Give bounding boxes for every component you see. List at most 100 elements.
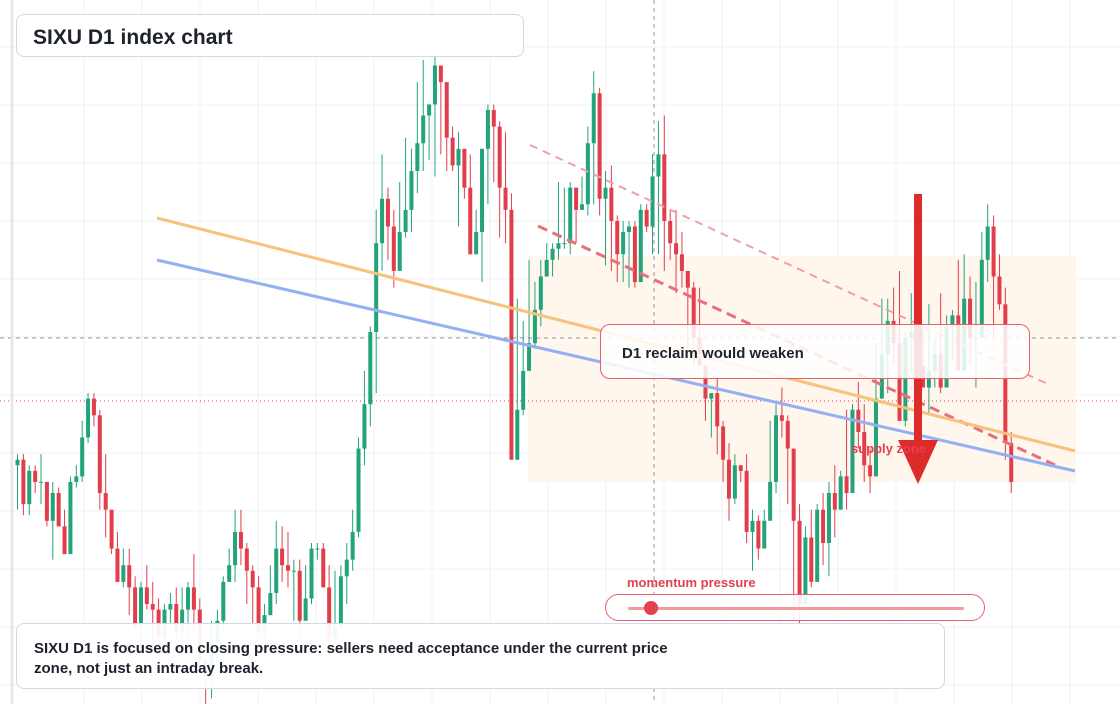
candle xyxy=(409,148,414,233)
candle-body xyxy=(632,226,637,283)
candle xyxy=(803,526,808,605)
candle xyxy=(709,393,714,438)
candle xyxy=(726,443,731,521)
candle-body xyxy=(556,243,561,249)
candle-body xyxy=(50,493,55,521)
reclaim-callout: D1 reclaim would weaken xyxy=(600,324,1030,379)
candle-body xyxy=(738,465,743,471)
candle xyxy=(1009,431,1014,494)
candle-body xyxy=(509,209,514,460)
candle xyxy=(133,576,138,632)
candle xyxy=(868,448,873,494)
candle-body xyxy=(391,226,396,271)
candle-body xyxy=(726,459,731,499)
candle-body xyxy=(497,126,502,188)
candle-body xyxy=(568,187,573,244)
candle-body xyxy=(821,509,826,543)
candle-body xyxy=(303,598,308,621)
candle-body xyxy=(86,398,91,438)
candle xyxy=(91,393,96,427)
momentum-pressure-label: momentum pressure xyxy=(627,575,756,590)
candle-body xyxy=(803,537,808,605)
candle xyxy=(303,565,308,621)
candle-body xyxy=(150,604,155,610)
slider-handle[interactable] xyxy=(644,601,658,615)
candle-body xyxy=(532,309,537,344)
candle-body xyxy=(627,226,632,233)
candle-body xyxy=(338,576,343,627)
candle-body xyxy=(809,537,814,582)
candle-body xyxy=(679,254,684,271)
candle xyxy=(838,470,843,510)
candle xyxy=(674,209,679,294)
candle-body xyxy=(321,548,326,588)
candle xyxy=(238,509,243,566)
analysis-note-text: SIXU D1 is focused on closing pressure: … xyxy=(34,640,668,677)
candle-body xyxy=(797,520,802,605)
candle-body xyxy=(903,337,908,421)
candle-body xyxy=(527,343,532,371)
candle-body xyxy=(385,198,390,227)
candle xyxy=(356,437,361,538)
candle xyxy=(809,509,814,588)
candle-body xyxy=(291,570,296,572)
candle-body xyxy=(39,481,44,483)
candle-body xyxy=(280,548,285,566)
candle xyxy=(368,326,373,427)
candle-body xyxy=(374,243,379,333)
candle xyxy=(556,182,561,260)
candle xyxy=(644,204,649,233)
candle-body xyxy=(721,426,726,460)
candle-body xyxy=(491,109,496,127)
candle-body xyxy=(897,343,902,421)
candle xyxy=(438,65,443,155)
candle xyxy=(668,209,673,260)
candle xyxy=(485,104,490,205)
supply-zone-label: supply zone xyxy=(851,441,926,456)
candle-body xyxy=(380,198,385,244)
slider-track[interactable] xyxy=(628,607,964,610)
candle-body xyxy=(15,459,20,466)
candle-body xyxy=(180,609,185,632)
candle xyxy=(491,104,496,183)
candle xyxy=(33,465,38,494)
candle-body xyxy=(779,415,784,421)
candles-layer xyxy=(15,54,1014,704)
candle-body xyxy=(427,104,432,116)
candle-body xyxy=(991,226,996,277)
candle-body xyxy=(103,493,108,510)
candle xyxy=(56,487,61,527)
candle xyxy=(385,187,390,260)
candle xyxy=(338,565,343,632)
candle xyxy=(144,565,149,610)
momentum-pressure-slider[interactable] xyxy=(605,594,985,621)
candle-body xyxy=(309,548,314,599)
candle-body xyxy=(227,565,232,582)
candle-body xyxy=(615,220,620,255)
candle xyxy=(309,542,314,605)
candle xyxy=(662,115,667,271)
candle xyxy=(403,137,408,238)
candle xyxy=(397,182,402,271)
candle xyxy=(579,176,584,210)
candle-body xyxy=(133,587,138,627)
candle xyxy=(985,204,990,283)
candle xyxy=(344,542,349,605)
candle xyxy=(380,154,385,271)
candle xyxy=(550,243,555,277)
candle-body xyxy=(268,592,273,616)
candle-body xyxy=(791,448,796,521)
candle-body xyxy=(80,437,85,477)
candle xyxy=(574,187,579,244)
candle xyxy=(168,592,173,627)
candle-body xyxy=(191,587,196,610)
candle-body xyxy=(468,187,473,255)
candle-body xyxy=(33,470,38,482)
candle-body xyxy=(762,520,767,549)
candle-body xyxy=(785,420,790,449)
candle-body xyxy=(356,448,361,532)
candle xyxy=(415,82,420,194)
candle-body xyxy=(674,243,679,255)
candle-body xyxy=(27,470,32,505)
analysis-note-panel: SIXU D1 is focused on closing pressure: … xyxy=(16,623,945,689)
